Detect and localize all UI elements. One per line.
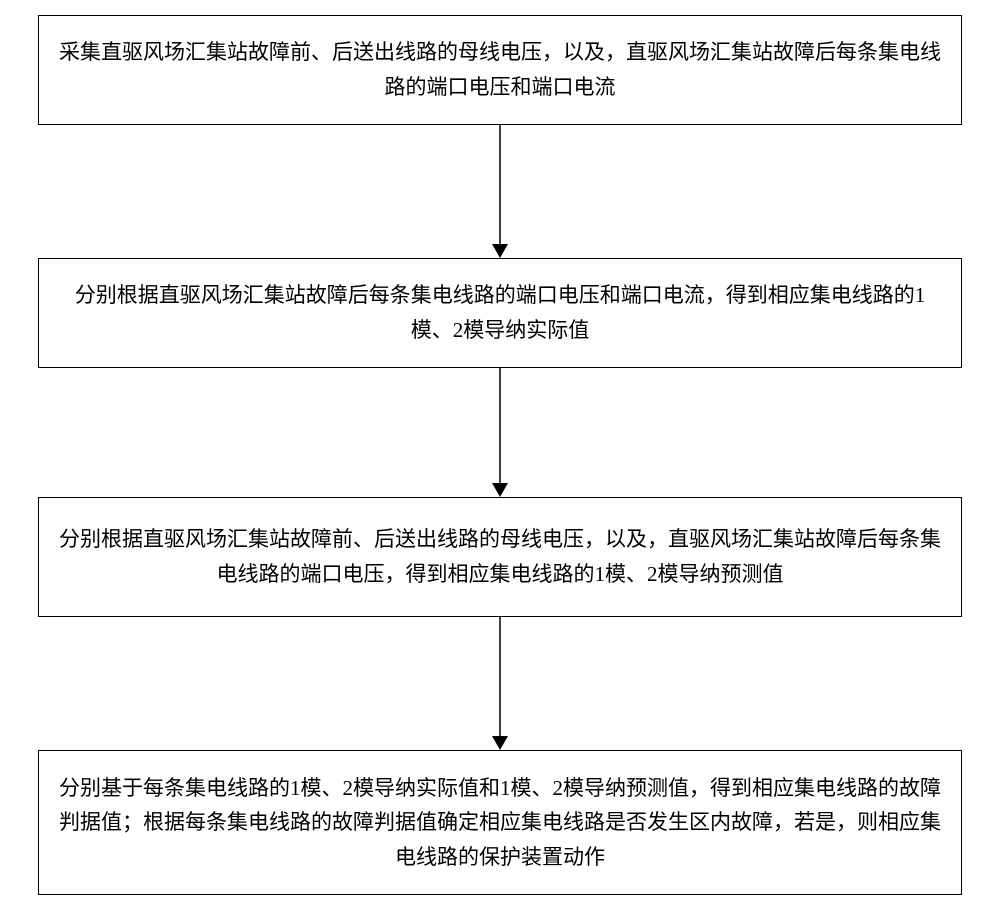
flow-node-2: 分别根据直驱风场汇集站故障后每条集电线路的端口电压和端口电流，得到相应集电线路的… — [38, 258, 962, 368]
arrow-1 — [484, 125, 516, 258]
flow-node-4-text: 分别基于每条集电线路的1模、2模导纳实际值和1模、2模导纳预测值，得到相应集电线… — [59, 771, 941, 875]
flowchart-canvas: 采集直驱风场汇集站故障前、后送出线路的母线电压，以及，直驱风场汇集站故障后每条集… — [0, 0, 1000, 915]
flow-node-1-text: 采集直驱风场汇集站故障前、后送出线路的母线电压，以及，直驱风场汇集站故障后每条集… — [59, 35, 941, 104]
flow-node-3: 分别根据直驱风场汇集站故障前、后送出线路的母线电压，以及，直驱风场汇集站故障后每… — [38, 497, 962, 617]
flow-node-2-text: 分别根据直驱风场汇集站故障后每条集电线路的端口电压和端口电流，得到相应集电线路的… — [59, 278, 941, 347]
flow-node-1: 采集直驱风场汇集站故障前、后送出线路的母线电压，以及，直驱风场汇集站故障后每条集… — [38, 15, 962, 125]
flow-node-3-text: 分别根据直驱风场汇集站故障前、后送出线路的母线电压，以及，直驱风场汇集站故障后每… — [59, 522, 941, 591]
arrow-2 — [484, 368, 516, 497]
arrow-3 — [484, 617, 516, 750]
flow-node-4: 分别基于每条集电线路的1模、2模导纳实际值和1模、2模导纳预测值，得到相应集电线… — [38, 750, 962, 895]
